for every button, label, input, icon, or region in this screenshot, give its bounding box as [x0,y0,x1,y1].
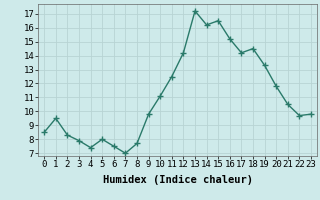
X-axis label: Humidex (Indice chaleur): Humidex (Indice chaleur) [103,175,252,185]
